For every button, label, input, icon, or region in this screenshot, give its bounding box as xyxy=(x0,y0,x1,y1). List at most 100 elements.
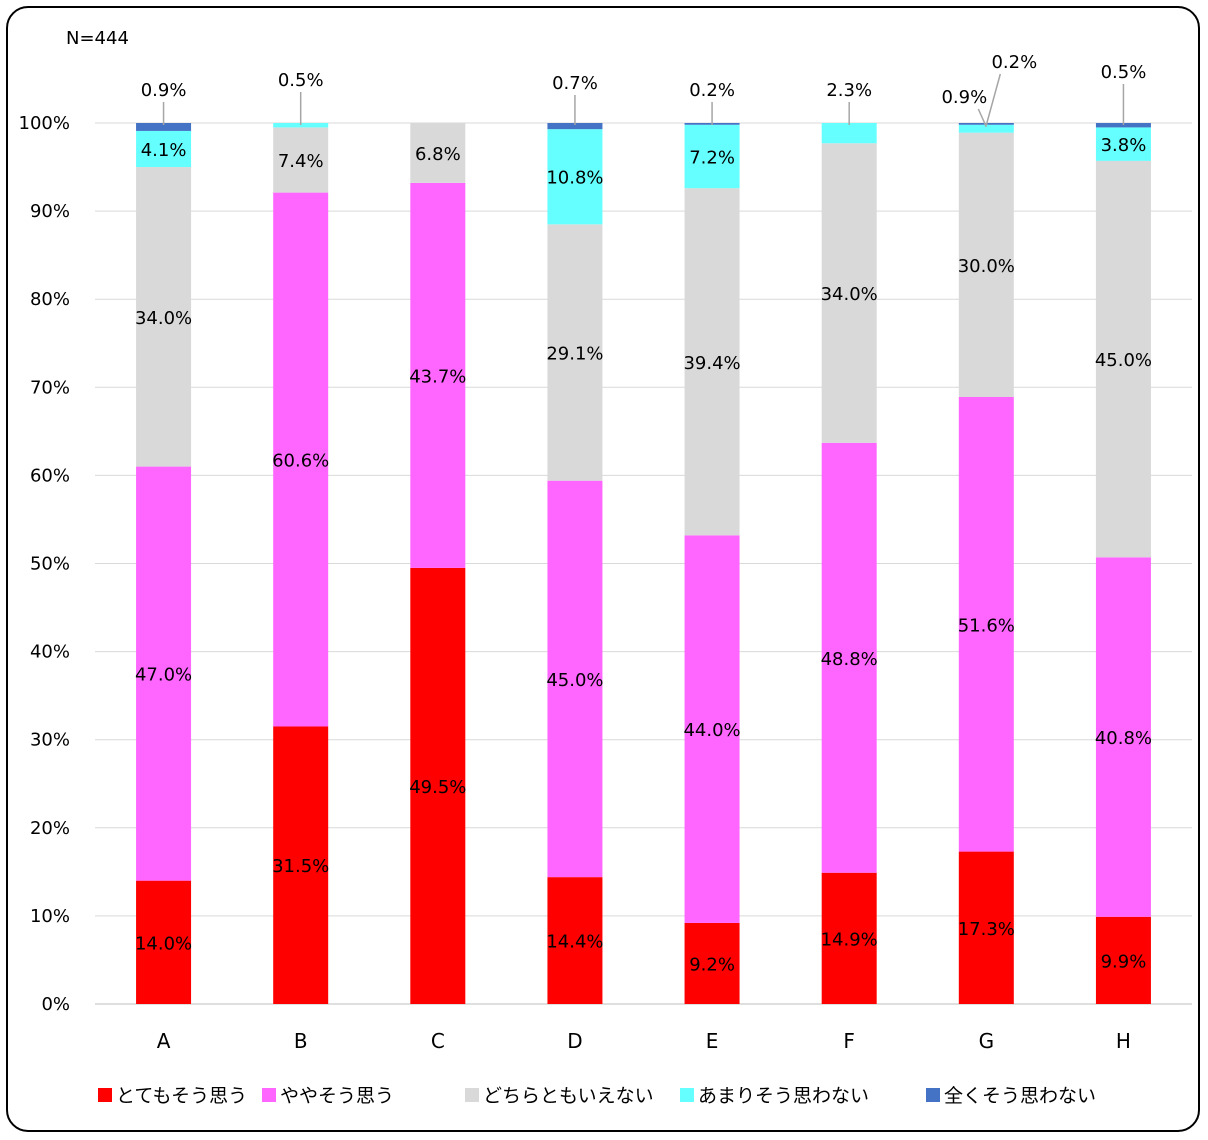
data-label: 29.1% xyxy=(546,344,603,365)
bar-segment xyxy=(410,567,466,1004)
data-label: 0.7% xyxy=(552,73,598,94)
bar-segment xyxy=(273,192,329,727)
legend-label: ややそう思う xyxy=(280,1085,394,1107)
data-label: 43.7% xyxy=(409,366,466,387)
y-tick-label: 0% xyxy=(41,994,70,1015)
bar-segment xyxy=(1095,123,1151,128)
bar-segment xyxy=(547,224,603,481)
data-label: 31.5% xyxy=(272,856,329,877)
legend-swatch xyxy=(465,1088,479,1102)
bar-segment xyxy=(547,123,603,130)
data-label: 49.5% xyxy=(409,777,466,798)
bar-segment xyxy=(273,127,329,193)
legend-label: 全くそう思わない xyxy=(944,1085,1096,1107)
data-label: 10.8% xyxy=(546,168,603,189)
data-label: 0.9% xyxy=(941,87,987,108)
data-label: 39.4% xyxy=(683,353,740,374)
data-label: 30.0% xyxy=(958,256,1015,277)
y-tick-label: 10% xyxy=(30,906,70,927)
category-label: B xyxy=(294,1029,308,1053)
bar-segment xyxy=(136,130,192,168)
data-label: 0.2% xyxy=(991,52,1037,73)
bar-segment xyxy=(547,877,603,1004)
data-label: 51.6% xyxy=(958,615,1015,636)
legend-swatch xyxy=(680,1088,694,1102)
legend-label: あまりそう思わない xyxy=(698,1085,869,1107)
bar-segment xyxy=(958,851,1014,1004)
leader-line xyxy=(985,73,1002,126)
data-label: 34.0% xyxy=(135,308,192,329)
data-label: 17.3% xyxy=(958,919,1015,940)
category-label: E xyxy=(706,1029,719,1053)
bar-segment xyxy=(958,396,1014,852)
bar-segment xyxy=(547,480,603,878)
bar-segment xyxy=(136,123,192,131)
y-tick-label: 80% xyxy=(30,289,70,310)
data-label: 9.2% xyxy=(689,954,735,975)
bar-segment xyxy=(821,123,877,144)
leader-line xyxy=(977,108,987,128)
bar-segment xyxy=(958,124,1014,133)
bar-segment xyxy=(821,872,877,1004)
y-tick-label: 30% xyxy=(30,730,70,751)
category-label: D xyxy=(567,1029,582,1053)
bar-segment xyxy=(136,880,192,1004)
bar-segment xyxy=(684,922,740,1004)
data-label: 4.1% xyxy=(141,140,187,161)
category-label: C xyxy=(431,1029,445,1053)
data-label: 44.0% xyxy=(683,720,740,741)
legend-swatch xyxy=(98,1088,112,1102)
bar-segment xyxy=(136,167,192,467)
y-tick-label: 40% xyxy=(30,642,70,663)
data-label: 60.6% xyxy=(272,451,329,472)
category-label: A xyxy=(157,1029,171,1053)
data-label: 48.8% xyxy=(821,649,878,670)
category-label: F xyxy=(843,1029,855,1053)
bar-segment xyxy=(1095,916,1151,1004)
data-label: 47.0% xyxy=(135,665,192,686)
bar-segment xyxy=(821,442,877,873)
data-label: 14.4% xyxy=(546,932,603,953)
data-label: 0.5% xyxy=(278,70,324,91)
bar-segment xyxy=(684,188,740,536)
bar-segment xyxy=(821,143,877,443)
data-label: 14.9% xyxy=(821,929,878,950)
data-label: 45.0% xyxy=(1095,350,1152,371)
bar-segment xyxy=(136,466,192,881)
legend-label: どちらともいえない xyxy=(483,1085,654,1107)
y-tick-label: 90% xyxy=(30,201,70,222)
y-tick-label: 70% xyxy=(30,377,70,398)
bar-segment xyxy=(410,123,466,183)
bar-segment xyxy=(273,123,329,128)
category-label: G xyxy=(979,1029,995,1053)
data-label: 6.8% xyxy=(415,144,461,165)
data-label: 7.2% xyxy=(689,147,735,168)
bar-segment xyxy=(684,124,740,189)
data-label: 45.0% xyxy=(546,670,603,691)
sample-size-annotation: N=444 xyxy=(66,28,129,49)
legend-swatch xyxy=(262,1088,276,1102)
bar-segment xyxy=(547,129,603,225)
data-label: 34.0% xyxy=(821,284,878,305)
data-label: 2.3% xyxy=(826,80,872,101)
data-label: 9.9% xyxy=(1101,951,1147,972)
y-tick-label: 60% xyxy=(30,465,70,486)
bar-segment xyxy=(684,535,740,923)
legend-label: とてもそう思う xyxy=(116,1085,247,1107)
data-label: 0.5% xyxy=(1101,62,1147,83)
data-label: 0.9% xyxy=(141,80,187,101)
bar-segment xyxy=(273,726,329,1004)
data-label: 40.8% xyxy=(1095,728,1152,749)
data-label: 3.8% xyxy=(1101,135,1147,156)
data-label: 7.4% xyxy=(278,151,324,172)
bar-segment xyxy=(1095,557,1151,917)
legend-swatch xyxy=(926,1088,940,1102)
category-label: H xyxy=(1116,1029,1131,1053)
bar-segment xyxy=(1095,127,1151,161)
bar-segment xyxy=(1095,160,1151,558)
data-label: 0.2% xyxy=(689,80,735,101)
y-tick-label: 100% xyxy=(19,113,70,134)
bar-segment xyxy=(410,182,466,568)
y-tick-label: 20% xyxy=(30,818,70,839)
